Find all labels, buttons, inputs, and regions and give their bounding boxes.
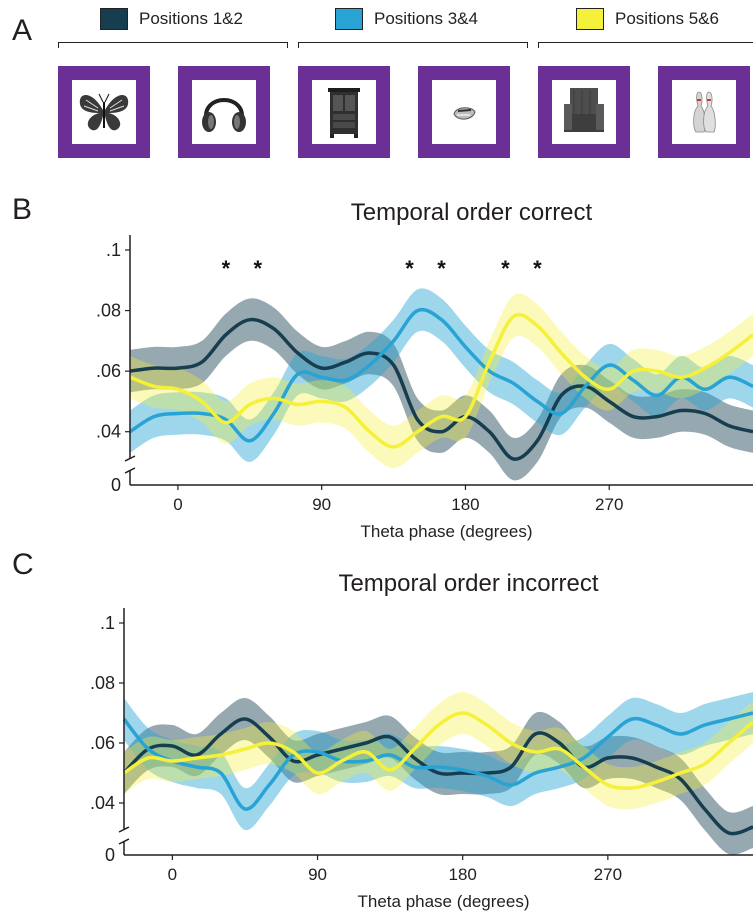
y-tick-label: 0 [105,845,115,865]
left-mask [0,230,129,490]
retainer-icon [453,107,476,120]
chart-title: Temporal order correct [351,199,593,226]
series-line-positions-5-6 [129,312,753,449]
stimulus-chair [538,66,630,158]
legend-label: Positions 5&6 [615,9,719,28]
x-tick-label: 270 [594,865,622,884]
stimulus-butterfly [58,66,150,158]
stimulus-bowling-pins [658,66,750,158]
cabinet-icon [328,88,360,138]
bracket-positions-5-6 [538,42,753,48]
chart-temporal-order-correct: Temporal order correctNormalized gamma p… [0,199,753,541]
stimulus-headphones [178,66,270,158]
y-tick-label: .08 [96,301,121,321]
bracket-positions-1-2 [58,42,288,48]
legend-item-positions-3-4: Positions 3&4 [335,8,478,30]
x-tick-label: 0 [168,865,177,884]
x-tick-label: 0 [173,495,182,514]
legend-swatch [576,8,604,30]
legend-swatch [335,8,363,30]
chart-title: Temporal order incorrect [338,570,598,597]
bowling-pins-icon [693,91,716,133]
x-tick-label: 180 [449,865,477,884]
series-line-positions-1-2 [122,717,753,836]
significance-asterisk: * [501,256,510,281]
axis-break-mark [124,455,136,474]
legend-item-positions-1-2: Positions 1&2 [100,8,243,30]
ci-band-positions-1-2 [130,298,753,481]
chart-temporal-order-incorrect: Temporal order incorrectNormalized gamma… [0,570,753,911]
legend-item-positions-5-6: Positions 5&6 [576,8,719,30]
panel-letter-a: A [12,14,33,47]
y-tick-label: .06 [96,361,121,381]
series-line-positions-5-6 [123,711,753,790]
x-axis-label: Theta phase (degrees) [358,892,530,911]
y-tick-label: .1 [100,613,115,633]
significance-asterisk: * [437,256,446,281]
significance-asterisk: * [254,256,263,281]
x-axis-label: Theta phase (degrees) [361,522,533,541]
stimulus-retainer [418,66,510,158]
y-tick-label: .06 [90,733,115,753]
panel-letter-c: C [12,548,34,581]
x-tick-label: 90 [308,865,327,884]
ci-band-positions-1-2 [124,697,753,855]
series-line-positions-3-4 [122,711,753,811]
legend-swatch [100,8,128,30]
axis-break-mark [118,826,130,845]
legend-label: Positions 1&2 [139,9,243,28]
series-line-positions-1-2 [129,317,753,461]
legend-label: Positions 3&4 [374,9,478,28]
y-tick-label: .1 [106,240,121,260]
ci-band-positions-5-6 [124,692,753,810]
x-tick-label: 90 [312,495,331,514]
chair-icon [564,88,604,132]
y-tick-label: 0 [111,475,121,495]
y-tick-label: .08 [90,673,115,693]
ci-band-positions-3-4 [124,692,753,831]
left-mask [0,603,123,860]
headphones-icon [202,98,246,132]
significance-asterisk: * [222,256,231,281]
x-tick-label: 180 [451,495,479,514]
y-tick-label: .04 [90,793,115,813]
panel-letter-b: B [12,193,33,226]
stimulus-cabinet [298,66,390,158]
bracket-positions-3-4 [298,42,528,48]
x-tick-label: 270 [595,495,623,514]
significance-asterisk: * [405,256,414,281]
butterfly-icon [79,93,129,131]
y-tick-label: .04 [96,422,121,442]
series-line-positions-3-4 [129,307,753,443]
significance-asterisk: * [533,256,542,281]
